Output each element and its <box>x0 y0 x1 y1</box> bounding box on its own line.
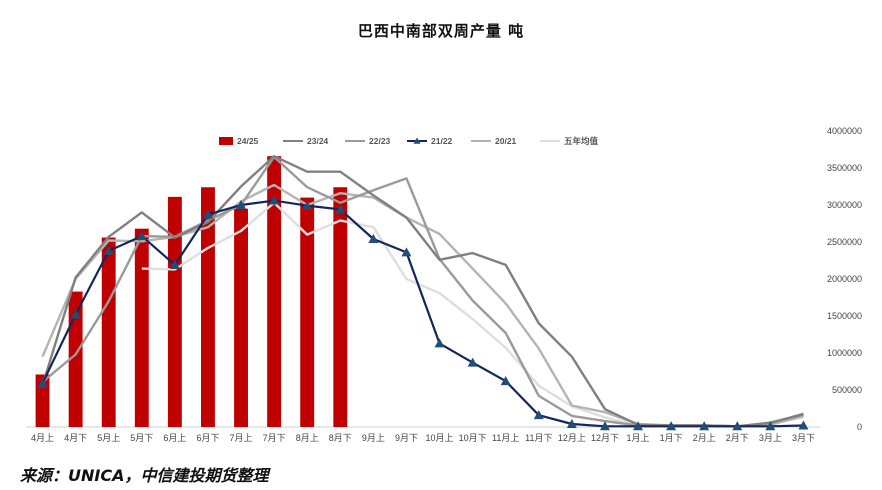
x-tick-label: 12月上 <box>558 433 586 443</box>
legend-label: 21/22 <box>431 136 453 146</box>
series-marker <box>434 338 445 348</box>
y-tick-label: 3000000 <box>827 200 862 210</box>
series-marker <box>566 419 577 429</box>
series-marker <box>401 247 412 257</box>
series-marker <box>103 245 114 255</box>
x-tick-label: 1月上 <box>627 433 650 443</box>
bar <box>333 187 348 427</box>
bar <box>300 197 315 427</box>
x-tick-label: 9月上 <box>362 433 385 443</box>
chart-title: 巴西中南部双周产量 吨 <box>357 22 525 40</box>
x-tick-label: 1月下 <box>660 433 683 443</box>
series-marker <box>500 376 511 386</box>
axis-layer: 0 500000 1000000 1500000 2000000 2500000 30000… <box>26 126 862 443</box>
legend-label: 五年均值 <box>564 136 599 146</box>
x-tick-label: 10月上 <box>426 433 454 443</box>
x-tick-label: 6月上 <box>163 433 186 443</box>
series-marker <box>302 200 313 210</box>
series-line <box>41 199 804 428</box>
legend-label: 22/23 <box>369 136 391 146</box>
series-marker <box>37 378 48 388</box>
y-tick-label: 500000 <box>832 385 862 395</box>
y-tick-label: 0 <box>857 422 862 432</box>
series-marker <box>699 421 710 431</box>
y-tick-label: 3500000 <box>827 163 862 173</box>
bar <box>267 156 282 427</box>
x-tick-label: 7月上 <box>230 433 253 443</box>
bar <box>234 208 248 427</box>
x-tick-label: 6月下 <box>196 433 219 443</box>
x-tick-label: 11月上 <box>492 433 519 443</box>
series-marker <box>236 200 247 209</box>
x-tick-label: 4月上 <box>31 433 54 443</box>
y-tick-label: 2000000 <box>827 274 862 284</box>
series-marker <box>368 234 379 244</box>
x-tick-label: 5月下 <box>130 433 153 443</box>
series-marker <box>798 420 809 430</box>
source-note: 来源：UNICA，中信建投期货整理 <box>20 466 269 485</box>
x-tick-label: 2月下 <box>726 433 749 443</box>
series-marker <box>599 421 610 431</box>
series-marker <box>169 259 180 269</box>
x-tick-label: 5月上 <box>97 433 120 443</box>
x-tick-label: 4月下 <box>64 433 87 443</box>
legend-label: 20/21 <box>495 136 517 146</box>
y-tick-label: 1000000 <box>827 348 862 358</box>
series-marker <box>633 421 644 431</box>
legend-swatch <box>219 137 233 145</box>
legend-label: 24/25 <box>237 136 259 146</box>
x-tick-label: 11月下 <box>525 433 552 443</box>
y-tick-label: 2500000 <box>827 237 862 247</box>
series-marker <box>202 209 213 219</box>
x-tick-label: 8月下 <box>329 433 352 443</box>
x-tick-label: 3月上 <box>759 433 782 443</box>
x-tick-label: 10月下 <box>459 433 487 443</box>
x-tick-label: 3月下 <box>792 433 815 443</box>
legend-marker <box>413 137 421 144</box>
x-tick-label: 12月下 <box>591 433 619 443</box>
x-tick-label: 8月上 <box>296 433 319 443</box>
series-line <box>41 155 804 428</box>
x-tick-label: 2月上 <box>693 433 716 443</box>
bar <box>134 228 149 427</box>
legend-label: 23/24 <box>307 136 329 146</box>
series-line <box>41 154 804 428</box>
series-marker <box>666 421 677 431</box>
series-marker <box>467 357 478 367</box>
series-marker <box>533 410 544 420</box>
bar <box>35 374 50 427</box>
y-tick-label: 4000000 <box>827 126 862 136</box>
series-marker <box>765 421 776 431</box>
series-marker <box>335 204 346 214</box>
bar <box>101 237 116 427</box>
series-marker <box>70 309 81 319</box>
legend: 24/25 23/24 22/23 21/22 20/21 五年均值 <box>219 136 599 146</box>
bar <box>68 291 83 427</box>
series-marker <box>136 231 147 241</box>
bar <box>167 196 182 427</box>
series-marker <box>732 421 743 431</box>
x-tick-label: 9月下 <box>395 433 418 443</box>
series-marker <box>269 195 280 205</box>
bar-series-24-25 <box>35 156 348 427</box>
y-tick-label: 1500000 <box>827 311 862 321</box>
x-tick-label: 7月下 <box>263 433 286 443</box>
line-series-layer <box>37 154 809 431</box>
